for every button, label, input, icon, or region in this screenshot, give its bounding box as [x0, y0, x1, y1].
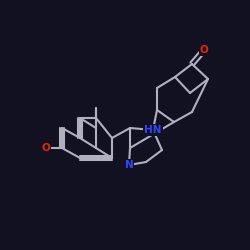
- Text: O: O: [42, 143, 50, 153]
- Text: O: O: [200, 45, 208, 55]
- Text: N: N: [124, 160, 134, 170]
- Text: HN: HN: [144, 125, 162, 135]
